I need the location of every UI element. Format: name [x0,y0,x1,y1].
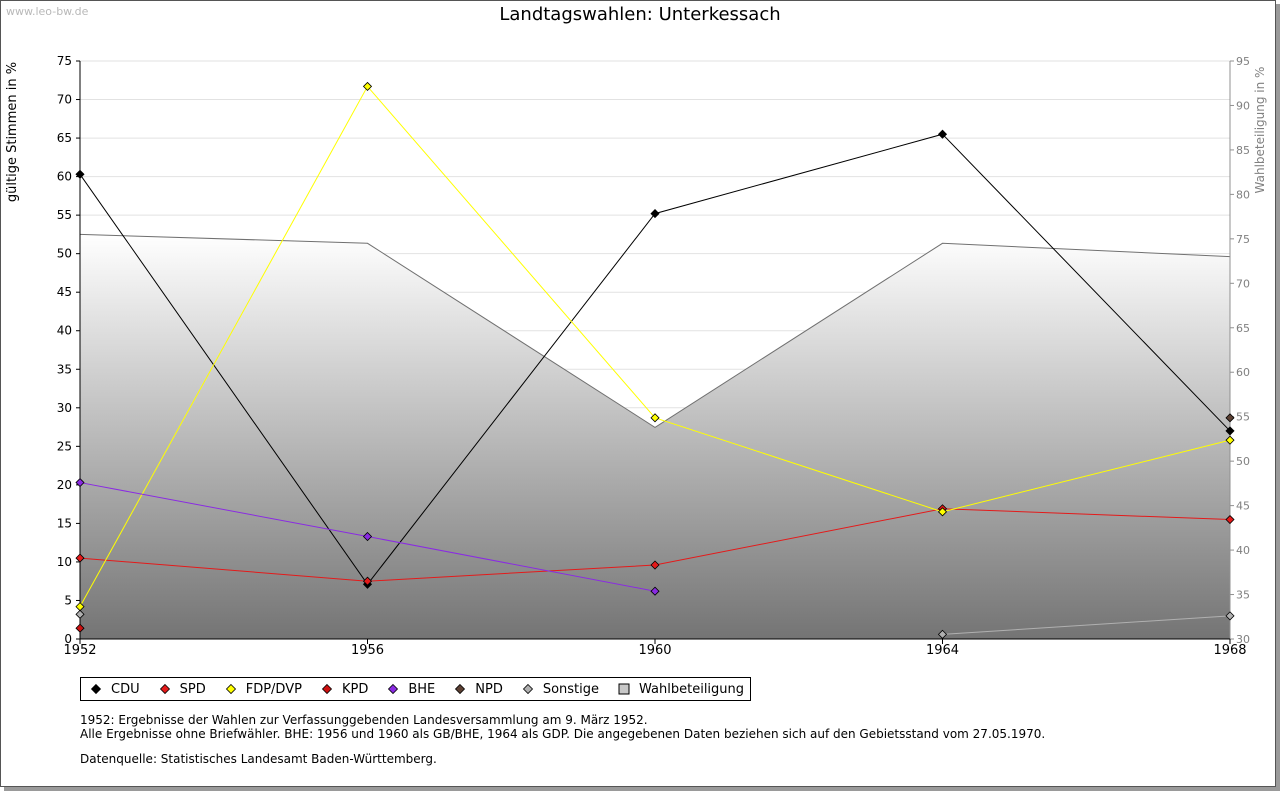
y-tick-label-30: 30 [57,401,72,415]
point-bhe-1952 [75,477,85,488]
legend-label-wahlbeteiligung: Wahlbeteiligung [639,681,745,697]
legend: CDU SPD FDP/DVP KPD BHE NPD Sonstige Wahlbeteil… [80,677,752,701]
legend-item-npd: NPD [449,682,503,697]
legend-marker-fdp-dvp [224,682,238,696]
legend-label-npd: NPD [475,681,503,697]
legend-label-spd: SPD [179,681,206,697]
y2-tick-label-40: 40 [1236,544,1250,557]
legend-item-cdu: CDU [85,682,140,697]
y-tick-label-55: 55 [57,208,72,222]
point-fdp-dvp-1956 [362,81,373,91]
chart-title: Landtagswahlen: Unterkessach [499,4,781,25]
point-sonstige-1968 [1225,611,1235,621]
legend-item-bhe: BHE [382,682,435,697]
y2-tick-label-55: 55 [1236,411,1250,424]
x-tick-label-1968: 1968 [1213,643,1246,658]
legend-item-sonstige: Sonstige [517,682,599,697]
y-tick-label-70: 70 [57,93,72,107]
point-sonstige-1952 [75,609,85,619]
y-tick-label-35: 35 [57,362,72,376]
point-bhe-1960 [650,586,660,596]
legend-marker-wahlbeteiligung [617,682,631,696]
y-tick-label-40: 40 [57,324,72,338]
y-tick-label-15: 15 [57,516,72,530]
y-tick-label-25: 25 [57,439,72,453]
legend-label-kpd: KPD [341,681,369,697]
point-cdu-1968 [1225,426,1235,436]
legend-label-fdp-dvp: FDP/DVP [245,681,302,697]
y-tick-label-20: 20 [57,478,72,492]
y-tick-label-0: 0 [64,632,72,646]
x-tick-label-1964: 1964 [926,643,959,658]
legend-item-wahlbeteiligung: Wahlbeteiligung [613,682,744,697]
data-source: Datenquelle: Statistisches Landesamt Bad… [80,752,437,766]
y-tick-label-45: 45 [57,285,72,299]
legend-marker-spd [158,682,172,696]
point-npd-1968 [1225,413,1235,423]
point-fdp-dvp-1968 [1225,435,1235,445]
watermark: www.leo-bw.de [6,5,89,18]
y2-tick-label-50: 50 [1236,455,1250,468]
y2-tick-label-45: 45 [1236,500,1250,513]
notes: 1952: Ergebnisse der Wahlen zur Verfassu… [80,713,1045,741]
y-tick-label-60: 60 [57,170,72,184]
legend-label-sonstige: Sonstige [542,681,600,697]
y-tick-label-10: 10 [57,555,72,569]
y2-tick-label-85: 85 [1236,144,1250,157]
y2-tick-label-35: 35 [1236,589,1250,602]
y2-tick-label-75: 75 [1236,233,1250,246]
y-tick-label-5: 5 [64,593,72,607]
legend-label-bhe: BHE [408,681,436,697]
y-axis-label: gültige Stimmen in % [5,62,20,202]
point-spd-1968 [1225,514,1235,525]
y2-tick-label-30: 30 [1236,633,1250,646]
x-tick-label-1952: 1952 [63,643,96,658]
legend-label-cdu: CDU [111,681,140,697]
legend-marker-cdu [89,682,103,696]
y-tick-label-75: 75 [57,54,72,68]
note-line-2: Alle Ergebnisse ohne Briefwähler. BHE: 1… [80,727,1046,741]
point-fdp-dvp-1960 [650,413,660,423]
y2-tick-label-95: 95 [1236,55,1250,68]
legend-item-spd: SPD [154,682,206,697]
point-spd-1956 [362,576,373,586]
y2-tick-label-60: 60 [1236,366,1250,379]
y2-tick-label-70: 70 [1236,277,1250,290]
legend-marker-bhe [386,682,400,696]
legend-marker-sonstige [521,682,535,696]
x-tick-label-1956: 1956 [351,643,384,658]
legend-marker-npd [453,682,467,696]
point-cdu-1964 [937,129,948,139]
y-tick-label-65: 65 [57,131,72,145]
point-bhe-1956 [362,531,373,542]
legend-item-fdp-dvp: FDP/DVP [220,682,302,697]
point-spd-1960 [650,560,660,570]
y2-tick-label-65: 65 [1236,322,1250,335]
point-fdp-dvp-1964 [937,507,948,517]
point-cdu-1960 [650,209,660,219]
note-line-1: 1952: Ergebnisse der Wahlen zur Verfassu… [80,713,648,727]
series-line-sonstige [942,615,1231,635]
turnout-line [79,233,1231,428]
point-sonstige-1964 [937,629,948,639]
y2-tick-label-90: 90 [1236,99,1250,112]
legend-item-kpd: KPD [316,682,368,697]
point-spd-1952 [75,553,85,563]
point-cdu-1952 [75,169,85,179]
legend-marker-kpd [320,682,334,696]
y2-tick-label-80: 80 [1236,188,1250,201]
point-kpd-1952 [75,623,85,633]
y-tick-label-50: 50 [57,247,72,261]
x-tick-label-1960: 1960 [638,643,671,658]
y2-axis-label: Wahlbeteiligung in % [1253,67,1267,194]
